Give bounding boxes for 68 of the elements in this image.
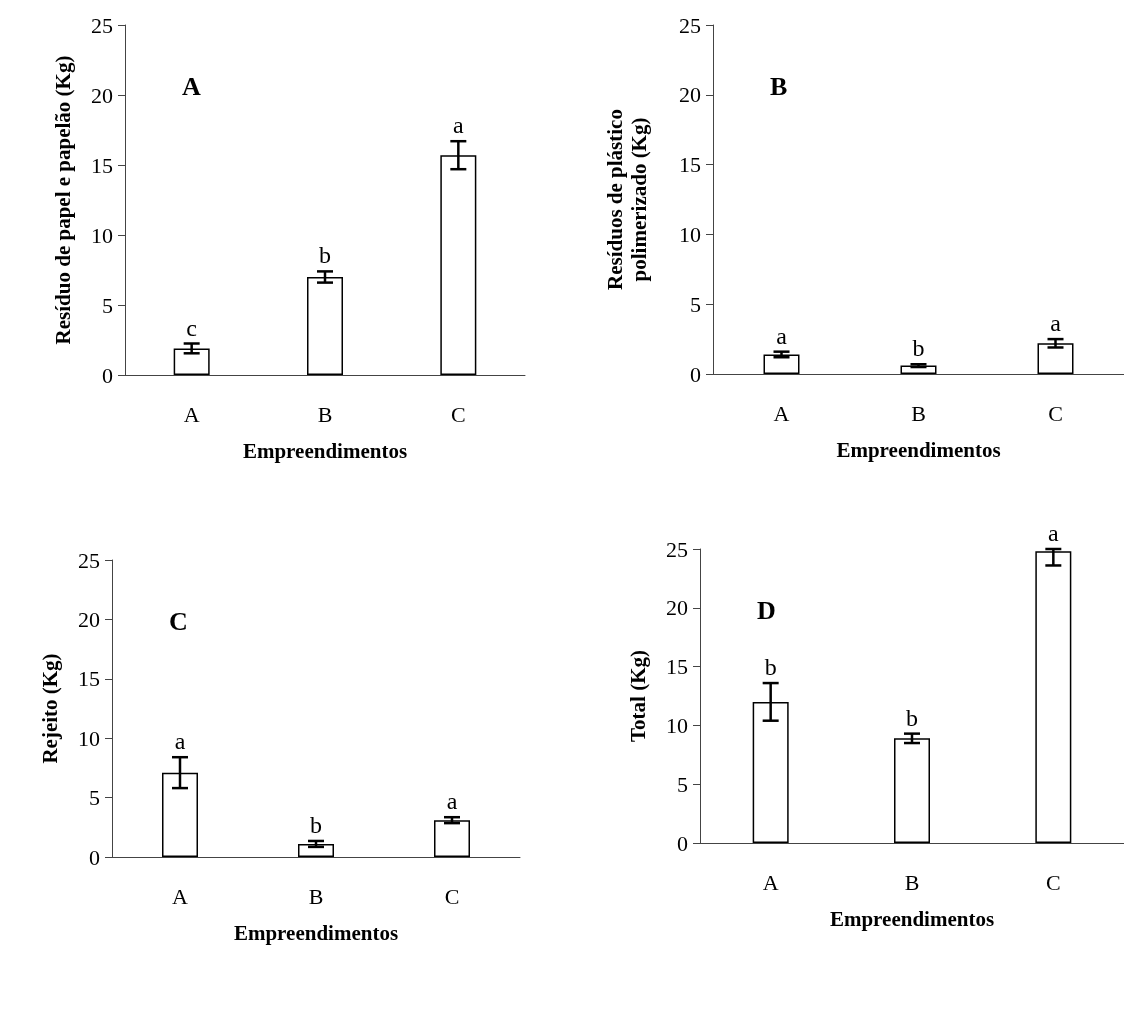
- x-axis-title: Empreendimentos: [836, 437, 1001, 462]
- y-axis-title: Resíduos de plástico polimerizado (Kg): [603, 109, 651, 290]
- y-tick-label: 5: [677, 771, 688, 797]
- bar: [1035, 551, 1072, 843]
- y-tick-label: 10: [91, 222, 113, 248]
- y-tick-label: 5: [89, 785, 100, 811]
- bar: [298, 843, 334, 857]
- x-tick-label: A: [172, 883, 189, 909]
- annotation: B: [770, 71, 788, 101]
- annotation: a: [453, 112, 465, 139]
- annotation: b: [310, 811, 322, 838]
- x-tick-label: C: [1048, 400, 1063, 426]
- y-tick-label: 0: [690, 361, 701, 387]
- annotation: a: [174, 728, 186, 755]
- annotation: a: [776, 322, 788, 349]
- x-tick-label: C: [450, 401, 466, 427]
- y-tick-label: 25: [679, 12, 701, 38]
- x-tick-label: B: [317, 401, 333, 427]
- annotation: c: [186, 314, 197, 341]
- annotation: b: [764, 654, 777, 681]
- y-tick-label: 15: [91, 152, 113, 178]
- y-tick-label: 10: [78, 725, 100, 751]
- x-tick-label: A: [773, 400, 790, 426]
- annotation: b: [912, 335, 925, 362]
- annotation: b: [906, 704, 918, 731]
- bar: [173, 348, 210, 375]
- x-axis-title: Empreendimentos: [242, 438, 408, 463]
- y-tick-label: 15: [78, 666, 100, 692]
- y-tick-label: 0: [677, 830, 688, 856]
- x-tick-label: B: [911, 400, 926, 426]
- bar: [1037, 343, 1074, 374]
- bar: [307, 277, 343, 375]
- annotation: a: [446, 788, 458, 815]
- y-tick-label: 10: [679, 221, 701, 247]
- x-tick-label: C: [444, 883, 460, 909]
- y-tick-label: 5: [690, 291, 701, 317]
- x-tick-label: B: [308, 883, 324, 909]
- y-tick-label: 0: [102, 362, 113, 388]
- y-axis-title: Rejeito (Kg): [38, 653, 62, 764]
- y-tick-label: 20: [679, 82, 701, 108]
- annotation: b: [319, 242, 331, 269]
- y-tick-label: 25: [666, 536, 688, 562]
- bar: [894, 738, 930, 843]
- x-axis-title: Empreendimentos: [829, 906, 995, 931]
- y-tick-label: 25: [78, 547, 100, 573]
- y-axis-title: Total (Kg): [626, 650, 650, 742]
- bar: [434, 820, 470, 857]
- y-tick-label: 15: [666, 654, 688, 680]
- y-tick-label: 15: [679, 152, 701, 178]
- x-tick-label: A: [762, 869, 779, 895]
- annotation: D: [757, 595, 776, 625]
- annotation: A: [182, 71, 201, 101]
- y-tick-label: 20: [78, 606, 100, 632]
- annotation: a: [1050, 310, 1062, 337]
- x-axis-title: Empreendimentos: [233, 920, 399, 945]
- y-tick-label: 25: [91, 12, 113, 38]
- annotation: C: [169, 606, 188, 636]
- x-tick-label: B: [904, 869, 920, 895]
- x-tick-label: C: [1045, 869, 1061, 895]
- annotation: a: [1048, 520, 1060, 546]
- y-tick-label: 20: [666, 595, 688, 621]
- y-tick-label: 5: [102, 292, 113, 318]
- y-tick-label: 0: [89, 844, 100, 870]
- x-tick-label: A: [183, 401, 200, 427]
- bar: [763, 354, 800, 374]
- y-axis-title: Resíduo de papel e papelão (Kg): [51, 55, 75, 345]
- y-tick-label: 20: [91, 82, 113, 108]
- y-tick-label: 10: [666, 712, 688, 738]
